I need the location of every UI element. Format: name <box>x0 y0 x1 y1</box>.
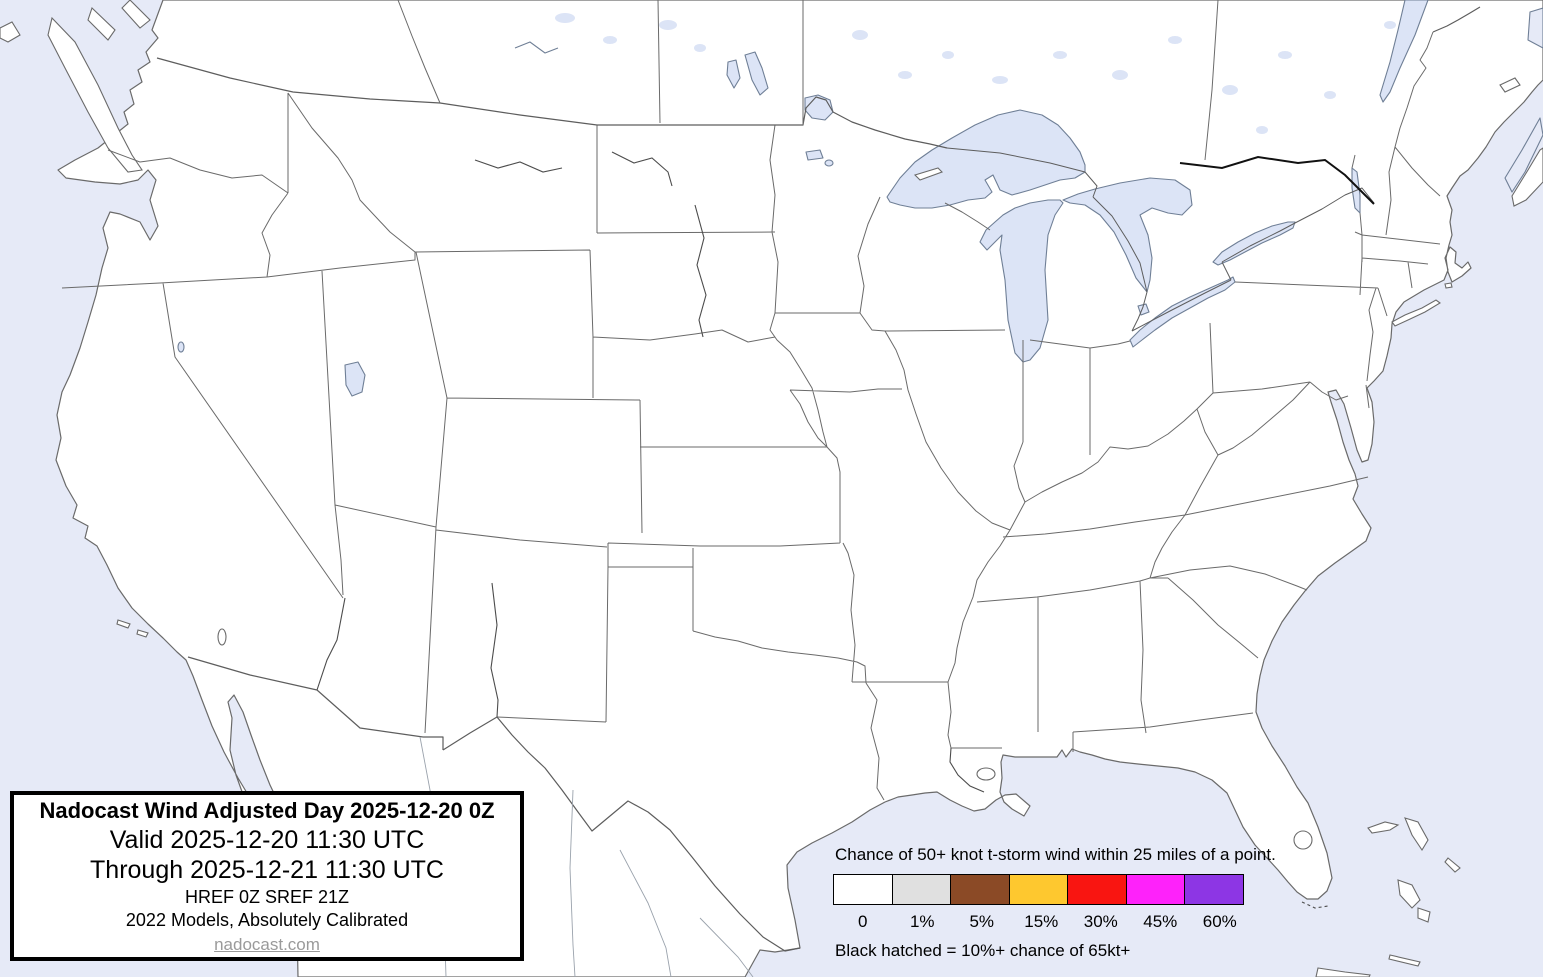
forecast-valid-time: Valid 2025-12-20 11:30 UTC <box>109 825 425 854</box>
lake-okeechobee <box>1293 830 1313 850</box>
legend-label-5%: 5% <box>969 912 995 931</box>
probability-legend: Chance of 50+ knot t-storm wind within 2… <box>833 845 1276 961</box>
gulf-st-lawrence-notch <box>1527 7 1543 49</box>
legend-swatch-1% <box>891 874 952 905</box>
maine-canada-border <box>1432 6 1481 33</box>
canada-lake-specks <box>555 13 1396 134</box>
rio-grande-nm <box>490 582 499 718</box>
lake-superior <box>886 109 1086 209</box>
legend-swatch-5% <box>950 874 1010 905</box>
legend-label-1%: 1% <box>909 912 935 931</box>
long-island <box>1391 299 1441 327</box>
lake-huron <box>1062 177 1193 293</box>
border-through-lakes <box>946 147 1375 332</box>
landmass <box>55 0 1543 977</box>
us-canada-border <box>156 57 948 149</box>
saskatchewan-river <box>514 41 559 54</box>
lake-tahoe <box>177 341 185 353</box>
state-borders <box>61 31 1441 801</box>
bay-of-fundy <box>1504 117 1543 193</box>
great-salt-lake <box>344 361 366 397</box>
white-lakes <box>217 167 1313 850</box>
legend-label-15%: 15% <box>1024 912 1059 931</box>
grand-bahama-island <box>1367 821 1400 834</box>
lake-manitoba <box>726 59 741 89</box>
legend-label-45%: 45% <box>1143 912 1178 931</box>
mississippi-river-la <box>949 747 985 793</box>
missouri-river-mt <box>474 159 563 173</box>
legend-label-0: 0 <box>858 912 868 931</box>
andros-island <box>1397 879 1421 909</box>
haida-island <box>0 21 21 43</box>
cay-sliver <box>1388 954 1421 967</box>
legend-label-30%: 30% <box>1083 912 1118 931</box>
red-lake <box>805 149 824 161</box>
forecast-info-box: Nadocast Wind Adjusted Day 2025-12-20 0Z… <box>10 791 524 961</box>
eleuthera-island <box>1444 857 1461 873</box>
legend-swatch-15% <box>1008 874 1069 905</box>
forecast-through-time: Through 2025-12-21 11:30 UTC <box>90 856 444 885</box>
legend-swatch-60% <box>1184 874 1244 905</box>
canada-provincial-borders <box>397 0 1219 161</box>
legend-swatch-30% <box>1067 874 1127 905</box>
legend-swatch-labels: 0 1% 5% 15% 30% 45% 60% <box>833 912 1259 932</box>
missouri-river-sd <box>694 204 707 338</box>
forecast-title: Nadocast Wind Adjusted Day 2025-12-20 0Z <box>39 798 495 824</box>
rivers <box>316 41 1329 909</box>
ottawa-st-lawrence-river <box>1179 155 1375 205</box>
legend-hatched-note: Black hatched = 10%+ chance of 65kt+ <box>835 941 1131 960</box>
salton-sea <box>217 628 227 646</box>
nadocast-link[interactable]: nadocast.com <box>214 934 320 954</box>
cuba-coast <box>1315 967 1371 977</box>
lake-pontchartrain <box>976 767 996 781</box>
legend-swatch-bar <box>833 874 1259 905</box>
channel-islands <box>116 619 149 638</box>
coastal-island <box>121 0 151 29</box>
prince-edward-island <box>1499 77 1521 93</box>
abaco-island <box>1404 817 1429 852</box>
forecast-models: HREF 0Z SREF 21Z <box>184 886 350 907</box>
vancouver-island <box>47 16 143 173</box>
bahama-island <box>1417 907 1431 923</box>
forecast-calibration: 2022 Models, Absolutely Calibrated <box>125 910 409 931</box>
nantucket <box>1444 282 1453 289</box>
isle-royale <box>913 167 943 181</box>
legend-swatch-0 <box>833 874 893 905</box>
us-mexico-border <box>187 656 801 952</box>
colorado-river <box>316 597 346 691</box>
lake-winnipeg <box>744 51 769 96</box>
lake-michigan <box>979 199 1064 363</box>
florida-keys <box>1301 901 1329 909</box>
st-lawrence-river <box>1379 0 1429 103</box>
national-borders <box>156 6 1481 952</box>
legend-swatch-45% <box>1125 874 1186 905</box>
legend-label-60%: 60% <box>1202 912 1237 931</box>
gulf-islands <box>87 7 116 41</box>
nova-scotia <box>1511 147 1543 207</box>
mille-lacs-lake <box>824 159 834 167</box>
legend-title: Chance of 50+ knot t-storm wind within 2… <box>835 845 1276 864</box>
great-lakes <box>177 0 1543 397</box>
missouri-river-nd <box>611 151 673 187</box>
